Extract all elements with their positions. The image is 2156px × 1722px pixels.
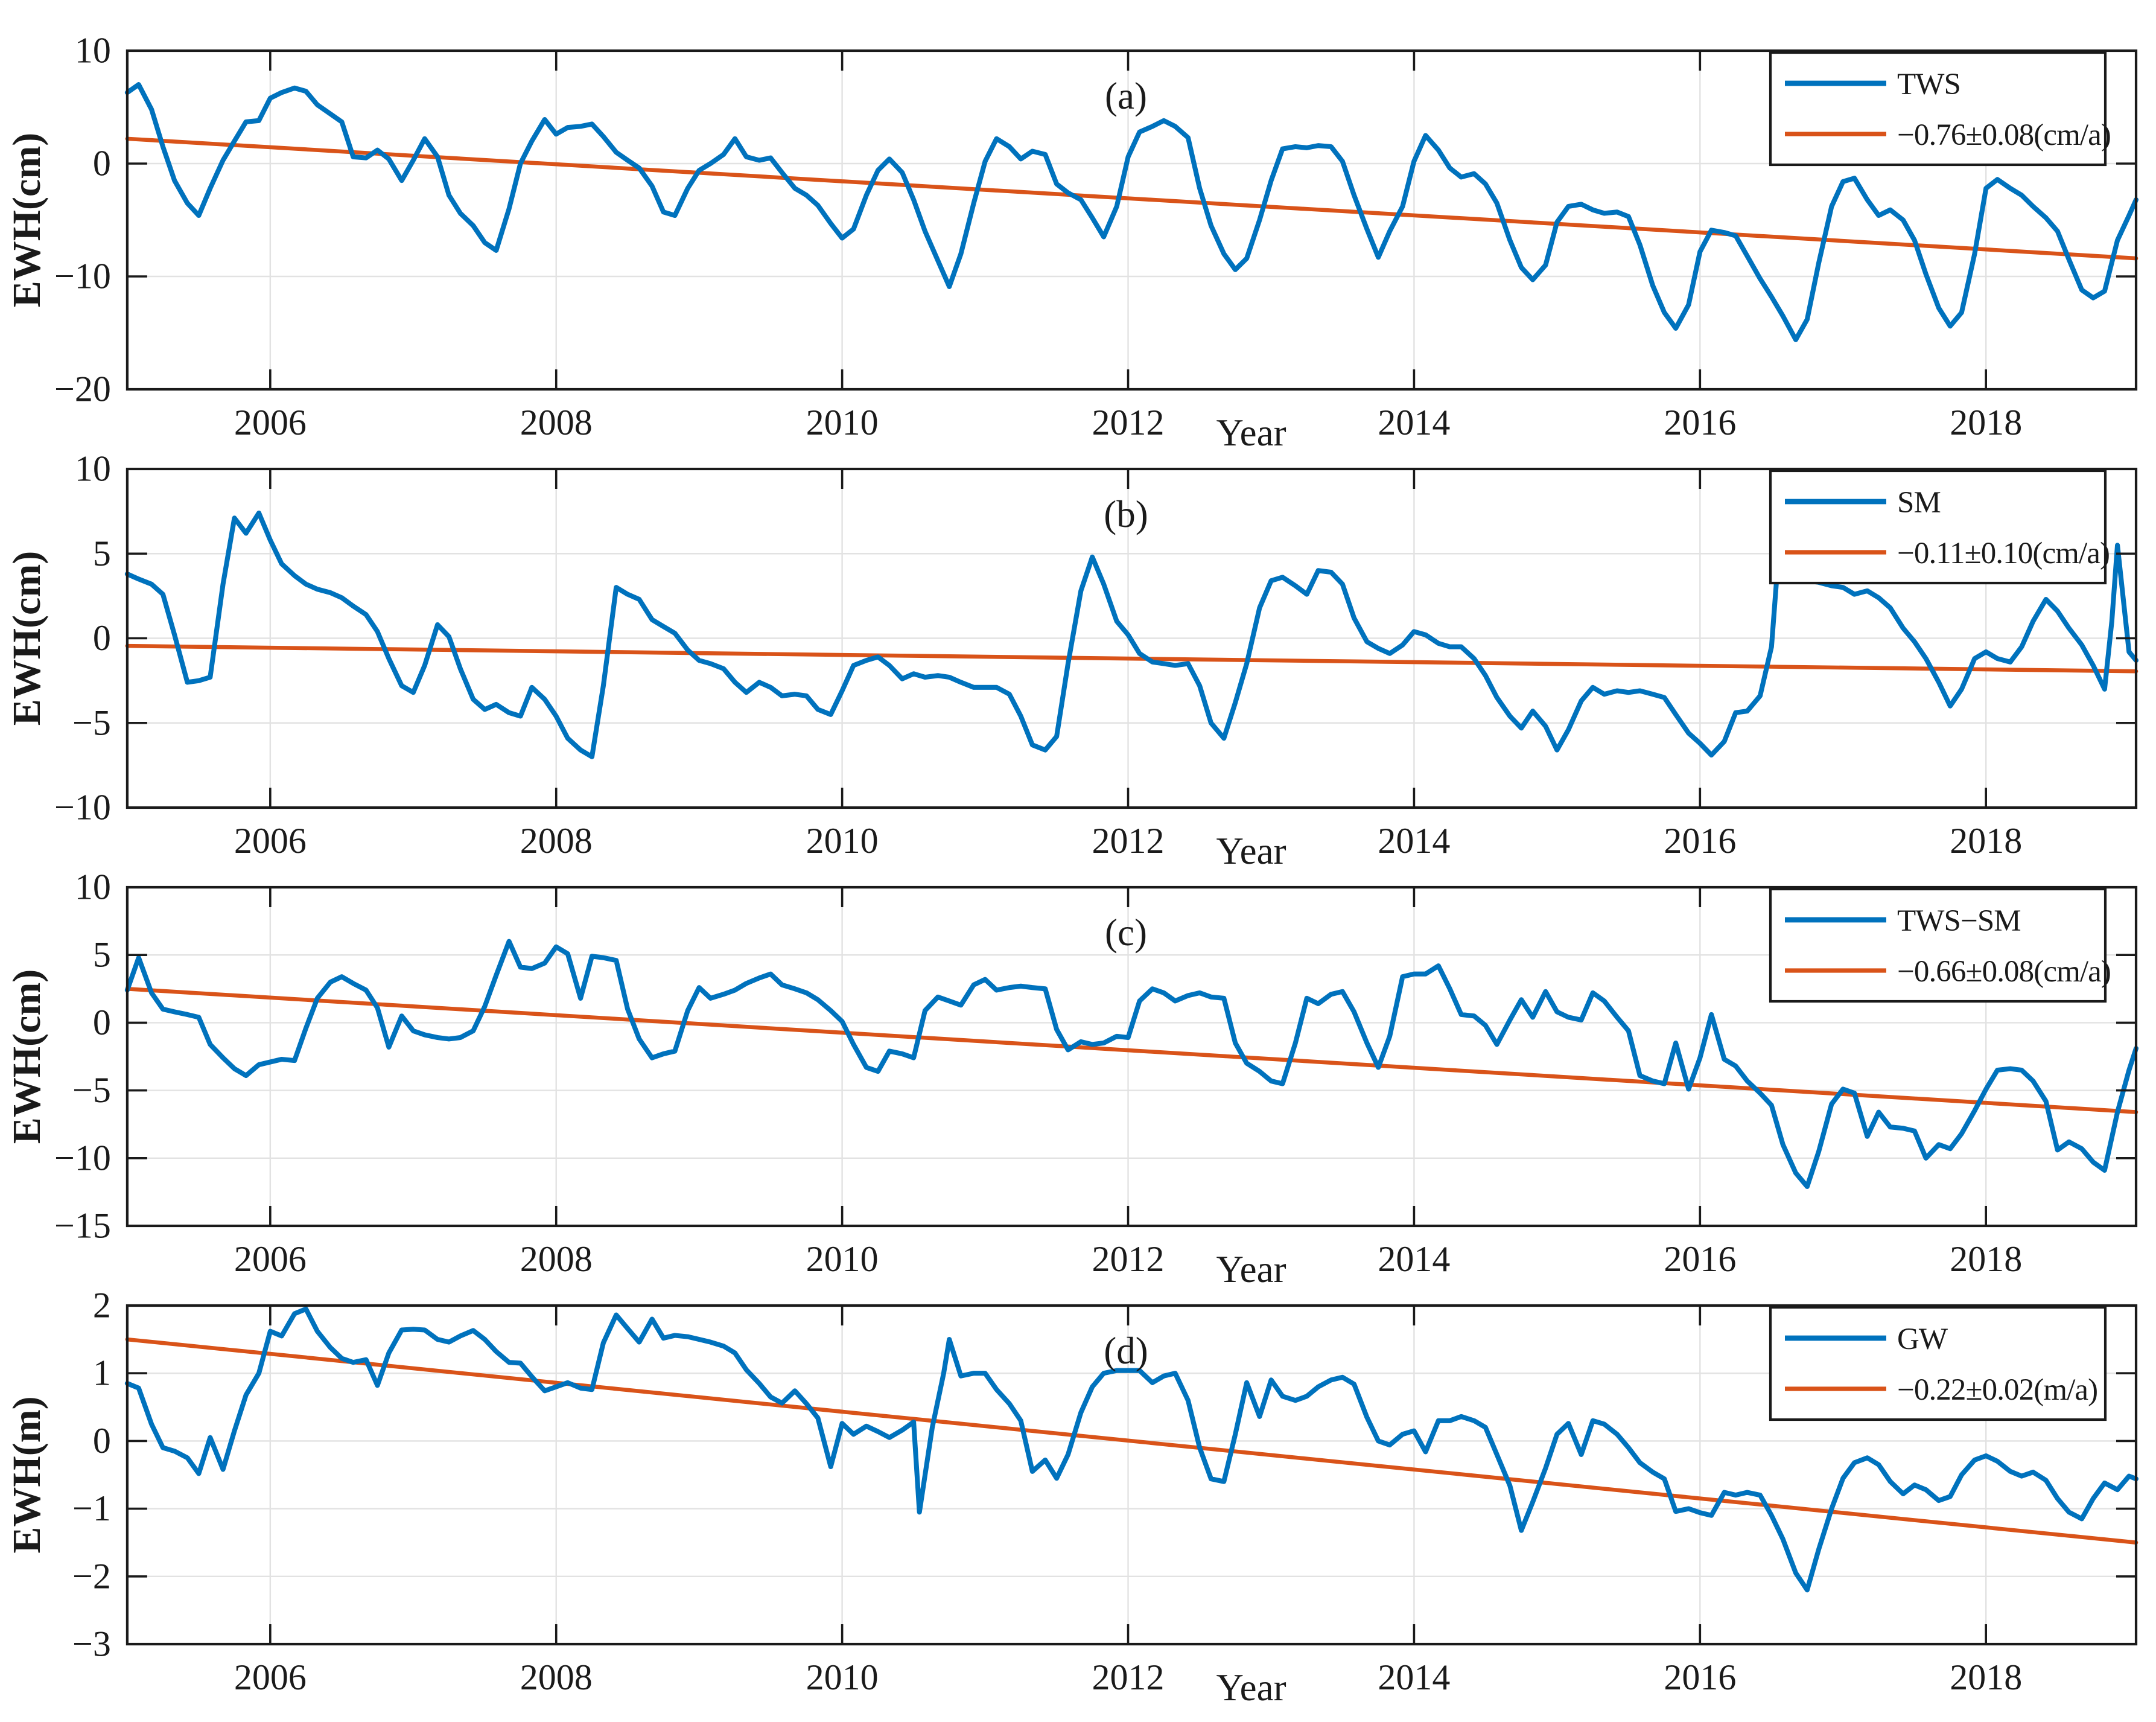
axes-box [126,1304,2138,1646]
y-tick-label: 1 [93,1353,111,1393]
y-tick-label: −5 [72,703,111,742]
x-tick-label: 2008 [520,403,593,442]
panel-letter-label: (a) [1105,75,1147,117]
legend-label: −0.66±0.08(cm/a) [1897,955,2111,989]
x-tick-label: 2012 [1092,821,1165,861]
x-tick-label: 2016 [1664,1657,1736,1697]
x-axis-label: Year [1216,830,1286,872]
legend: TWS−SM −0.66±0.08(cm/a) [1769,887,2111,1003]
y-tick-label: 10 [75,449,111,489]
x-axis-label: Year [1216,1666,1286,1709]
y-tick-label: −20 [54,369,111,409]
y-tick-label: −10 [54,257,111,296]
legend: GW −0.22±0.02(m/a) [1769,1306,2107,1421]
x-tick-label: 2008 [520,1657,593,1697]
x-tick-label: 2010 [806,1239,879,1279]
panel-letter-label: (b) [1104,493,1148,535]
series-line [124,1306,2139,1593]
series-line [124,939,2139,1189]
y-tick-label: 0 [93,144,111,183]
legend-box [1769,51,2107,167]
y-axis-label: EWH(cm) [5,551,49,726]
y-axis-label: EWH(m) [5,1396,49,1553]
trend-line [125,136,2139,261]
legend: SM −0.11±0.10(cm/a) [1769,469,2110,585]
x-tick-label: 2006 [234,403,307,442]
x-tick-label: 2018 [1950,821,2022,861]
legend-box [1769,1306,2107,1421]
x-tick-label: 2010 [806,821,879,861]
legend-label: −0.76±0.08(cm/a) [1897,118,2111,152]
x-tick-label: 2008 [520,1239,593,1279]
x-tick-label: 2014 [1378,1657,1450,1697]
legend-label: TWS [1897,68,1960,101]
y-tick-label: 5 [93,935,111,975]
legend-label: −0.22±0.02(m/a) [1897,1373,2097,1407]
x-tick-label: 2008 [520,821,593,861]
series-line [124,82,2139,342]
legend-label: GW [1897,1322,1948,1356]
legend-box [1769,469,2107,585]
legend: TWS −0.76±0.08(cm/a) [1769,51,2111,167]
y-tick-label: −15 [54,1206,111,1246]
panel-letter-label: (c) [1105,911,1147,954]
panel-c: 2006 2008 2010 2012 2014 2016 2018 10 5 0 −5 −10 −15… [5,867,2139,1290]
trend-line [125,986,2139,1114]
panel-a: 2006 2008 2010 2012 2014 2016 2018 10 0 −10 −20 Yea… [5,31,2139,454]
legend-label: −0.11±0.10(cm/a) [1897,537,2110,570]
y-tick-label: 10 [75,31,111,71]
y-tick-label: −3 [72,1624,111,1664]
panel-d: 2006 2008 2010 2012 2014 2016 2018 2 1 0 −1 −2 −3 Yea… [5,1286,2139,1709]
x-tick-label: 2018 [1950,403,2022,442]
panel-letter-label: (d) [1104,1330,1148,1372]
x-axis-label: Year [1216,1248,1286,1290]
y-tick-label: 10 [75,867,111,907]
x-tick-label: 2014 [1378,403,1450,442]
x-tick-label: 2016 [1664,403,1736,442]
y-tick-label: 0 [93,1003,111,1042]
x-tick-label: 2018 [1950,1657,2022,1697]
y-axis-label: EWH(cm) [5,969,49,1144]
x-tick-label: 2012 [1092,1657,1165,1697]
panel-b: 2006 2008 2010 2012 2014 2016 2018 10 5 0 −5 −10 Yea… [5,449,2139,872]
y-tick-label: −10 [54,788,111,828]
y-tick-label: 0 [93,618,111,658]
y-axis-label: EWH(cm) [5,133,49,308]
x-tick-label: 2012 [1092,403,1165,442]
x-tick-label: 2006 [234,1239,307,1279]
y-tick-label: −1 [72,1488,111,1528]
x-tick-label: 2014 [1378,1239,1450,1279]
legend-box [1769,887,2107,1003]
y-tick-label: −2 [72,1556,111,1596]
x-tick-label: 2012 [1092,1239,1165,1279]
y-tick-label: −5 [72,1070,111,1110]
x-tick-label: 2014 [1378,821,1450,861]
x-tick-label: 2006 [234,821,307,861]
x-tick-label: 2010 [806,1657,879,1697]
legend-label: TWS−SM [1897,904,2021,938]
x-tick-label: 2006 [234,1657,307,1697]
x-tick-label: 2016 [1664,1239,1736,1279]
x-tick-label: 2016 [1664,821,1736,861]
y-tick-label: 2 [93,1286,111,1325]
legend-label: SM [1897,486,1941,520]
trend-line [125,1337,2139,1545]
y-tick-label: 0 [93,1421,111,1461]
trend-line [125,643,2139,674]
axes-box [126,49,2138,391]
axes-box [126,885,2138,1228]
x-tick-label: 2010 [806,403,879,442]
y-tick-label: 5 [93,534,111,573]
x-tick-label: 2018 [1950,1239,2022,1279]
x-axis-label: Year [1216,412,1286,454]
y-tick-label: −10 [54,1138,111,1178]
